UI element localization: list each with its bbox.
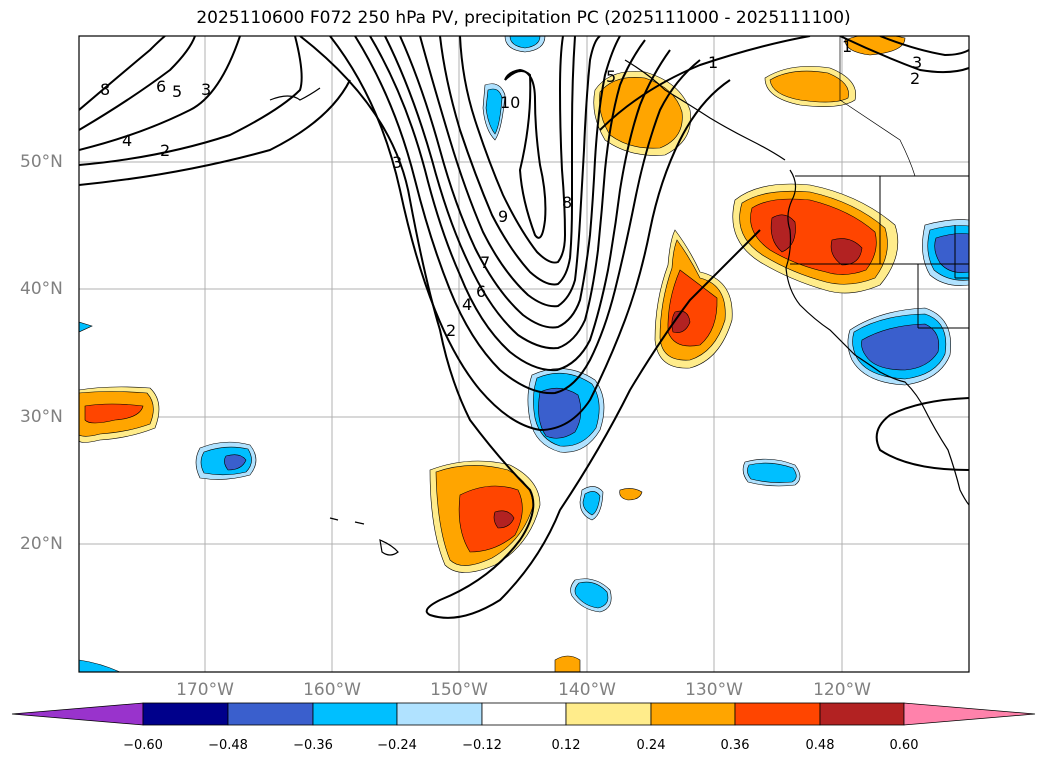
colorbar-segment [396, 702, 483, 726]
coastlines [269, 59, 969, 556]
pv-label: 1 [708, 53, 718, 72]
pv-label: 3 [201, 80, 211, 99]
pv-label: 2 [910, 69, 920, 88]
lon-label: 150°W [430, 680, 488, 700]
precip-field [79, 36, 969, 672]
pv-label: 9 [498, 207, 508, 226]
colorbar-tick: 0.48 [805, 738, 835, 753]
map-frame [78, 35, 970, 673]
map-title: 2025110600 F072 250 hPa PV, precipitatio… [196, 8, 851, 28]
lat-label: 20°N [20, 534, 63, 554]
colorbar-tick: 0.24 [636, 738, 666, 753]
pv-label: 8 [100, 80, 110, 99]
colorbar-segment [481, 702, 567, 726]
pv-label: 5 [172, 82, 182, 101]
pv-label: 10 [500, 93, 520, 112]
colorbar [11, 702, 1036, 726]
colorbar-tick: −0.48 [208, 738, 248, 753]
lon-label: 160°W [303, 680, 361, 700]
colorbar-segment [650, 702, 736, 726]
colorbar-segment [227, 702, 314, 726]
colorbar-tick: 0.12 [551, 738, 581, 753]
pv-label: 1 [842, 37, 852, 56]
political-borders [790, 36, 969, 329]
pv-label: 6 [156, 77, 166, 96]
pv-label: 2 [446, 321, 456, 340]
lat-label: 40°N [20, 279, 63, 299]
pv-label: 5 [606, 67, 616, 86]
colorbar-tick: −0.60 [123, 738, 163, 753]
pv-label: 6 [476, 282, 486, 301]
colorbar-tick: 0.36 [720, 738, 750, 753]
colorbar-segment [819, 702, 905, 726]
lon-label: 170°W [176, 680, 234, 700]
lon-label: 120°W [813, 680, 871, 700]
lat-label: 50°N [20, 152, 63, 172]
pv-contours [79, 36, 969, 619]
colorbar-over-extension [903, 702, 1036, 726]
pv-labels: 10 9 8 7 6 5 4 3 2 1 8 6 5 3 4 2 1 3 2 [100, 37, 922, 340]
colorbar-segment [142, 702, 229, 726]
colorbar-under-extension [11, 702, 144, 726]
colorbar-tick: −0.12 [462, 738, 502, 753]
pv-label: 3 [912, 53, 922, 72]
pv-label: 3 [392, 153, 402, 172]
pv-label: 4 [462, 295, 472, 314]
colorbar-tick: −0.24 [377, 738, 417, 753]
pv-label: 8 [562, 193, 572, 212]
pv-label: 2 [160, 141, 170, 160]
lon-label: 130°W [685, 680, 743, 700]
pv-label: 4 [122, 131, 132, 150]
colorbar-tick: 0.60 [889, 738, 919, 753]
pv-label: 7 [480, 253, 490, 272]
colorbar-segment [734, 702, 821, 726]
colorbar-segment [312, 702, 398, 726]
lon-label: 140°W [558, 680, 616, 700]
lat-label: 30°N [20, 407, 63, 427]
graticule [79, 36, 969, 672]
colorbar-tick: −0.36 [293, 738, 333, 753]
colorbar-segment [565, 702, 652, 726]
